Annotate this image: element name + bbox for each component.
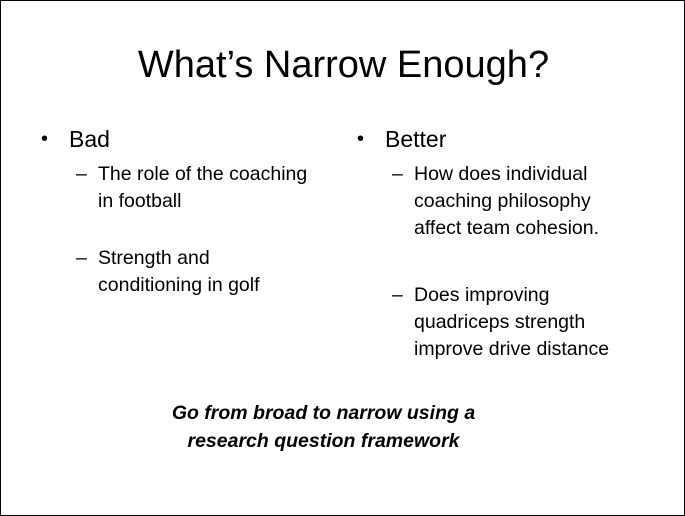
bad-example-1: – The role of the coaching in football — [41, 161, 331, 215]
better-example-1-line-1: How does individual — [414, 163, 588, 185]
bad-examples: – The role of the coaching in football –… — [41, 161, 331, 299]
bad-bullet-label: Bad — [69, 126, 110, 152]
conclusion-line-2: research question framework — [187, 430, 460, 452]
slide-title: What’s Narrow Enough? — [137, 44, 550, 86]
dash-icon: – — [76, 163, 87, 185]
better-bullet-label: Better — [385, 126, 447, 152]
bullet-dot-icon: • — [41, 128, 49, 150]
better-example-1: – How does individual coaching philosoph… — [357, 161, 657, 242]
better-examples: – How does individual coaching philosoph… — [357, 161, 657, 363]
better-example-2-line-1: Does improving — [414, 284, 550, 306]
bad-example-2-line-1: Strength and — [98, 247, 210, 269]
bad-example-1-line-2: in football — [98, 190, 182, 212]
bad-example-1-line-1: The role of the coaching — [98, 163, 308, 185]
dash-icon: – — [392, 284, 403, 306]
better-example-2-line-2: quadriceps strength — [414, 311, 586, 333]
better-example-1-line-3: affect team cohesion. — [414, 217, 600, 239]
better-column: • Better – How does individual coaching … — [357, 123, 657, 363]
better-example-2-line-3: improve drive distance — [414, 338, 610, 360]
bullet-dot-icon: • — [357, 128, 365, 150]
better-bullet: • Better — [357, 123, 657, 155]
dash-icon: – — [392, 163, 403, 185]
dash-icon: – — [76, 247, 87, 269]
conclusion-line-1: Go from broad to narrow using a — [171, 402, 476, 424]
bad-example-2-line-2: conditioning in golf — [98, 274, 260, 296]
bad-bullet: • Bad — [41, 123, 331, 155]
conclusion-text: Go from broad to narrow using a research… — [1, 399, 646, 455]
bad-example-2: – Strength and conditioning in golf — [41, 245, 331, 299]
bad-column: • Bad – The role of the coaching in foot… — [41, 123, 331, 299]
better-example-1-line-2: coaching philosophy — [414, 190, 591, 212]
better-example-2: – Does improving quadriceps strength imp… — [357, 282, 657, 363]
